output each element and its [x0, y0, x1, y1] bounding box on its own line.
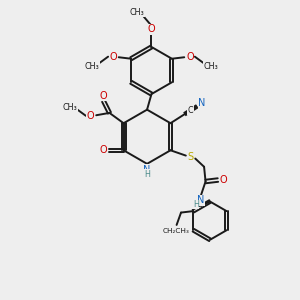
Text: O: O [186, 52, 194, 62]
Text: N: N [143, 165, 151, 175]
Text: O: O [100, 145, 107, 155]
Text: N: N [197, 195, 205, 205]
Text: O: O [100, 91, 107, 101]
Text: CH₃: CH₃ [85, 61, 100, 70]
Text: O: O [148, 24, 155, 34]
Text: O: O [109, 52, 117, 62]
Text: S: S [188, 152, 194, 162]
Text: O: O [220, 175, 228, 185]
Text: O: O [86, 111, 94, 121]
Text: H: H [144, 169, 150, 178]
Text: CH₃: CH₃ [129, 8, 144, 17]
Text: C: C [188, 106, 193, 115]
Text: H: H [193, 200, 199, 209]
Text: N: N [198, 98, 206, 108]
Text: CH₂CH₃: CH₂CH₃ [163, 228, 190, 234]
Text: CH₃: CH₃ [203, 61, 218, 70]
Text: CH₃: CH₃ [63, 103, 78, 112]
